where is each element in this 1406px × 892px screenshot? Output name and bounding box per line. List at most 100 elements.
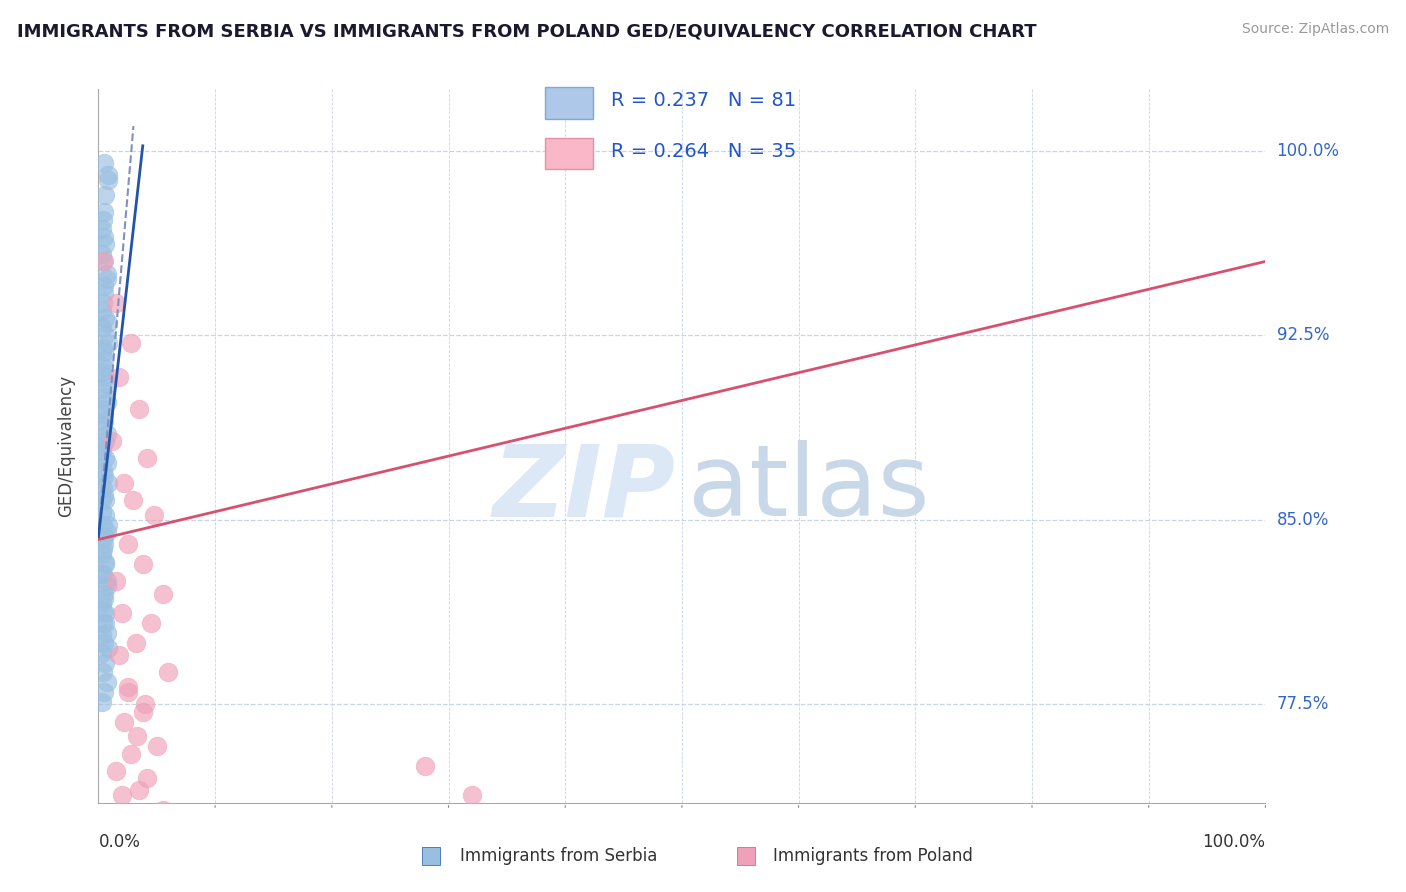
Point <box>94 390 117 404</box>
Point <box>93 254 115 268</box>
Point <box>91 665 114 680</box>
Point <box>94 237 117 252</box>
Point <box>111 789 134 803</box>
Text: 92.5%: 92.5% <box>1277 326 1329 344</box>
Point <box>90 439 112 453</box>
Point <box>90 695 112 709</box>
Point <box>128 783 150 797</box>
Point <box>108 648 131 662</box>
Point <box>132 705 155 719</box>
Point <box>97 335 120 350</box>
Point <box>94 188 117 202</box>
Point <box>90 222 112 236</box>
Point <box>91 566 114 581</box>
Point <box>152 803 174 817</box>
Point <box>94 434 117 448</box>
Point <box>96 267 118 281</box>
Point <box>96 394 118 409</box>
Point <box>413 759 436 773</box>
Point <box>143 508 166 522</box>
Point <box>94 508 117 522</box>
Point <box>91 341 114 355</box>
Text: Immigrants from Serbia: Immigrants from Serbia <box>460 847 658 865</box>
Point <box>96 271 118 285</box>
Point <box>136 451 159 466</box>
Point <box>93 530 115 544</box>
Point <box>91 402 114 417</box>
Point <box>157 665 180 680</box>
Point <box>90 597 112 611</box>
Point <box>93 156 115 170</box>
Point <box>90 646 112 660</box>
Point <box>93 205 115 219</box>
Point <box>91 616 114 631</box>
Point <box>104 574 127 589</box>
Point <box>93 286 115 301</box>
FancyBboxPatch shape <box>546 138 593 169</box>
Point <box>94 557 117 571</box>
Point <box>91 212 114 227</box>
Point <box>90 303 112 318</box>
Point <box>96 574 118 589</box>
Point <box>93 230 115 244</box>
Point <box>91 296 114 310</box>
Point <box>97 517 120 532</box>
Point <box>117 685 139 699</box>
Point <box>112 475 135 490</box>
Point <box>96 525 118 540</box>
Point <box>91 254 114 268</box>
Point <box>93 587 115 601</box>
Point <box>90 321 112 335</box>
Text: Immigrants from Poland: Immigrants from Poland <box>773 847 973 865</box>
Point <box>104 764 127 778</box>
Point <box>94 493 117 508</box>
Point <box>94 616 117 631</box>
Point <box>91 464 114 478</box>
Point <box>120 335 142 350</box>
Point <box>97 316 120 330</box>
Point <box>96 377 118 392</box>
Point <box>134 698 156 712</box>
Point <box>112 714 135 729</box>
Point <box>94 328 117 343</box>
Point <box>91 419 114 434</box>
Point <box>146 739 169 754</box>
Point <box>91 481 114 495</box>
Point <box>93 488 115 502</box>
Point <box>93 685 115 699</box>
Point <box>122 493 145 508</box>
Text: 100.0%: 100.0% <box>1277 142 1340 160</box>
Point <box>96 579 118 593</box>
Point <box>96 675 118 690</box>
Point <box>90 383 112 397</box>
Point <box>120 747 142 761</box>
Point <box>90 365 112 379</box>
FancyBboxPatch shape <box>546 87 593 119</box>
Point <box>93 537 115 551</box>
Point <box>96 626 118 640</box>
Point <box>93 279 115 293</box>
Point <box>90 444 112 458</box>
Point <box>93 468 115 483</box>
Point <box>94 370 117 384</box>
Point <box>93 591 115 606</box>
Text: 85.0%: 85.0% <box>1277 511 1329 529</box>
Text: R = 0.237   N = 81: R = 0.237 N = 81 <box>612 91 796 110</box>
Point <box>93 352 115 367</box>
Point <box>136 771 159 785</box>
Text: 77.5%: 77.5% <box>1277 696 1329 714</box>
Point <box>117 537 139 551</box>
Point <box>108 370 131 384</box>
Point <box>90 566 112 581</box>
Point <box>111 607 134 621</box>
Point <box>117 680 139 694</box>
Text: 100.0%: 100.0% <box>1202 833 1265 851</box>
Point <box>128 402 150 417</box>
Point <box>125 730 148 744</box>
Point <box>90 493 112 508</box>
Point <box>101 434 124 448</box>
Point <box>97 475 120 490</box>
Point <box>94 451 117 466</box>
Point <box>91 360 114 375</box>
Point <box>94 311 117 326</box>
